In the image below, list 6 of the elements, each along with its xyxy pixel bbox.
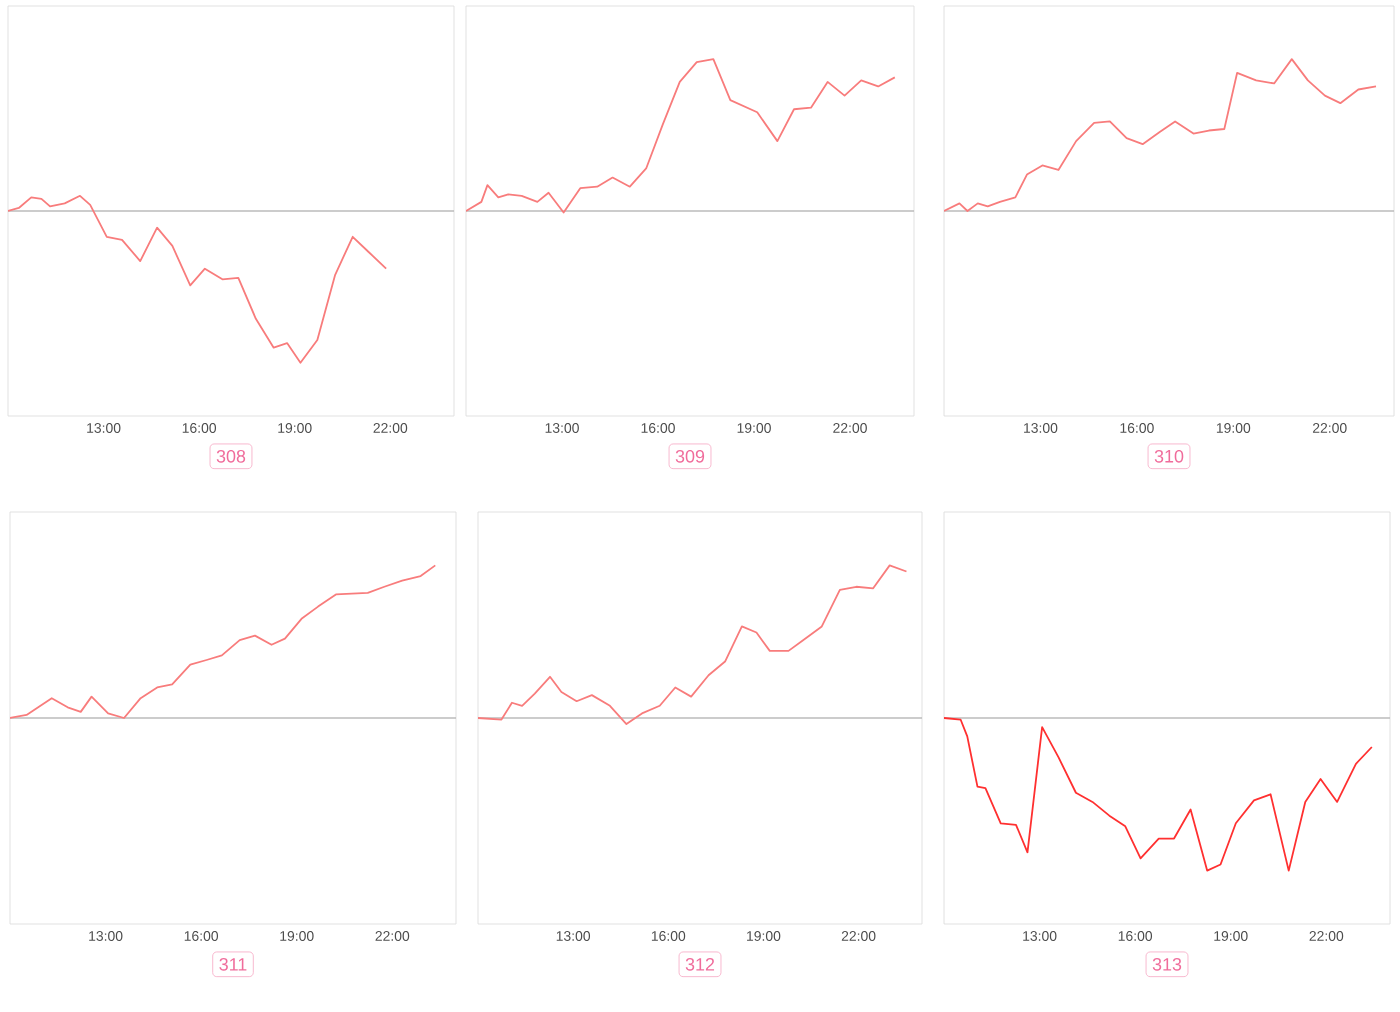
- x-axis-title: 310: [1154, 449, 1184, 463]
- x-axis-title: 309: [675, 449, 705, 463]
- x-axis-title: 313: [1152, 957, 1182, 971]
- x-axis-title: 308: [216, 449, 246, 463]
- x-axis-title: 311: [219, 957, 247, 971]
- x-axis-title: 312: [685, 957, 715, 971]
